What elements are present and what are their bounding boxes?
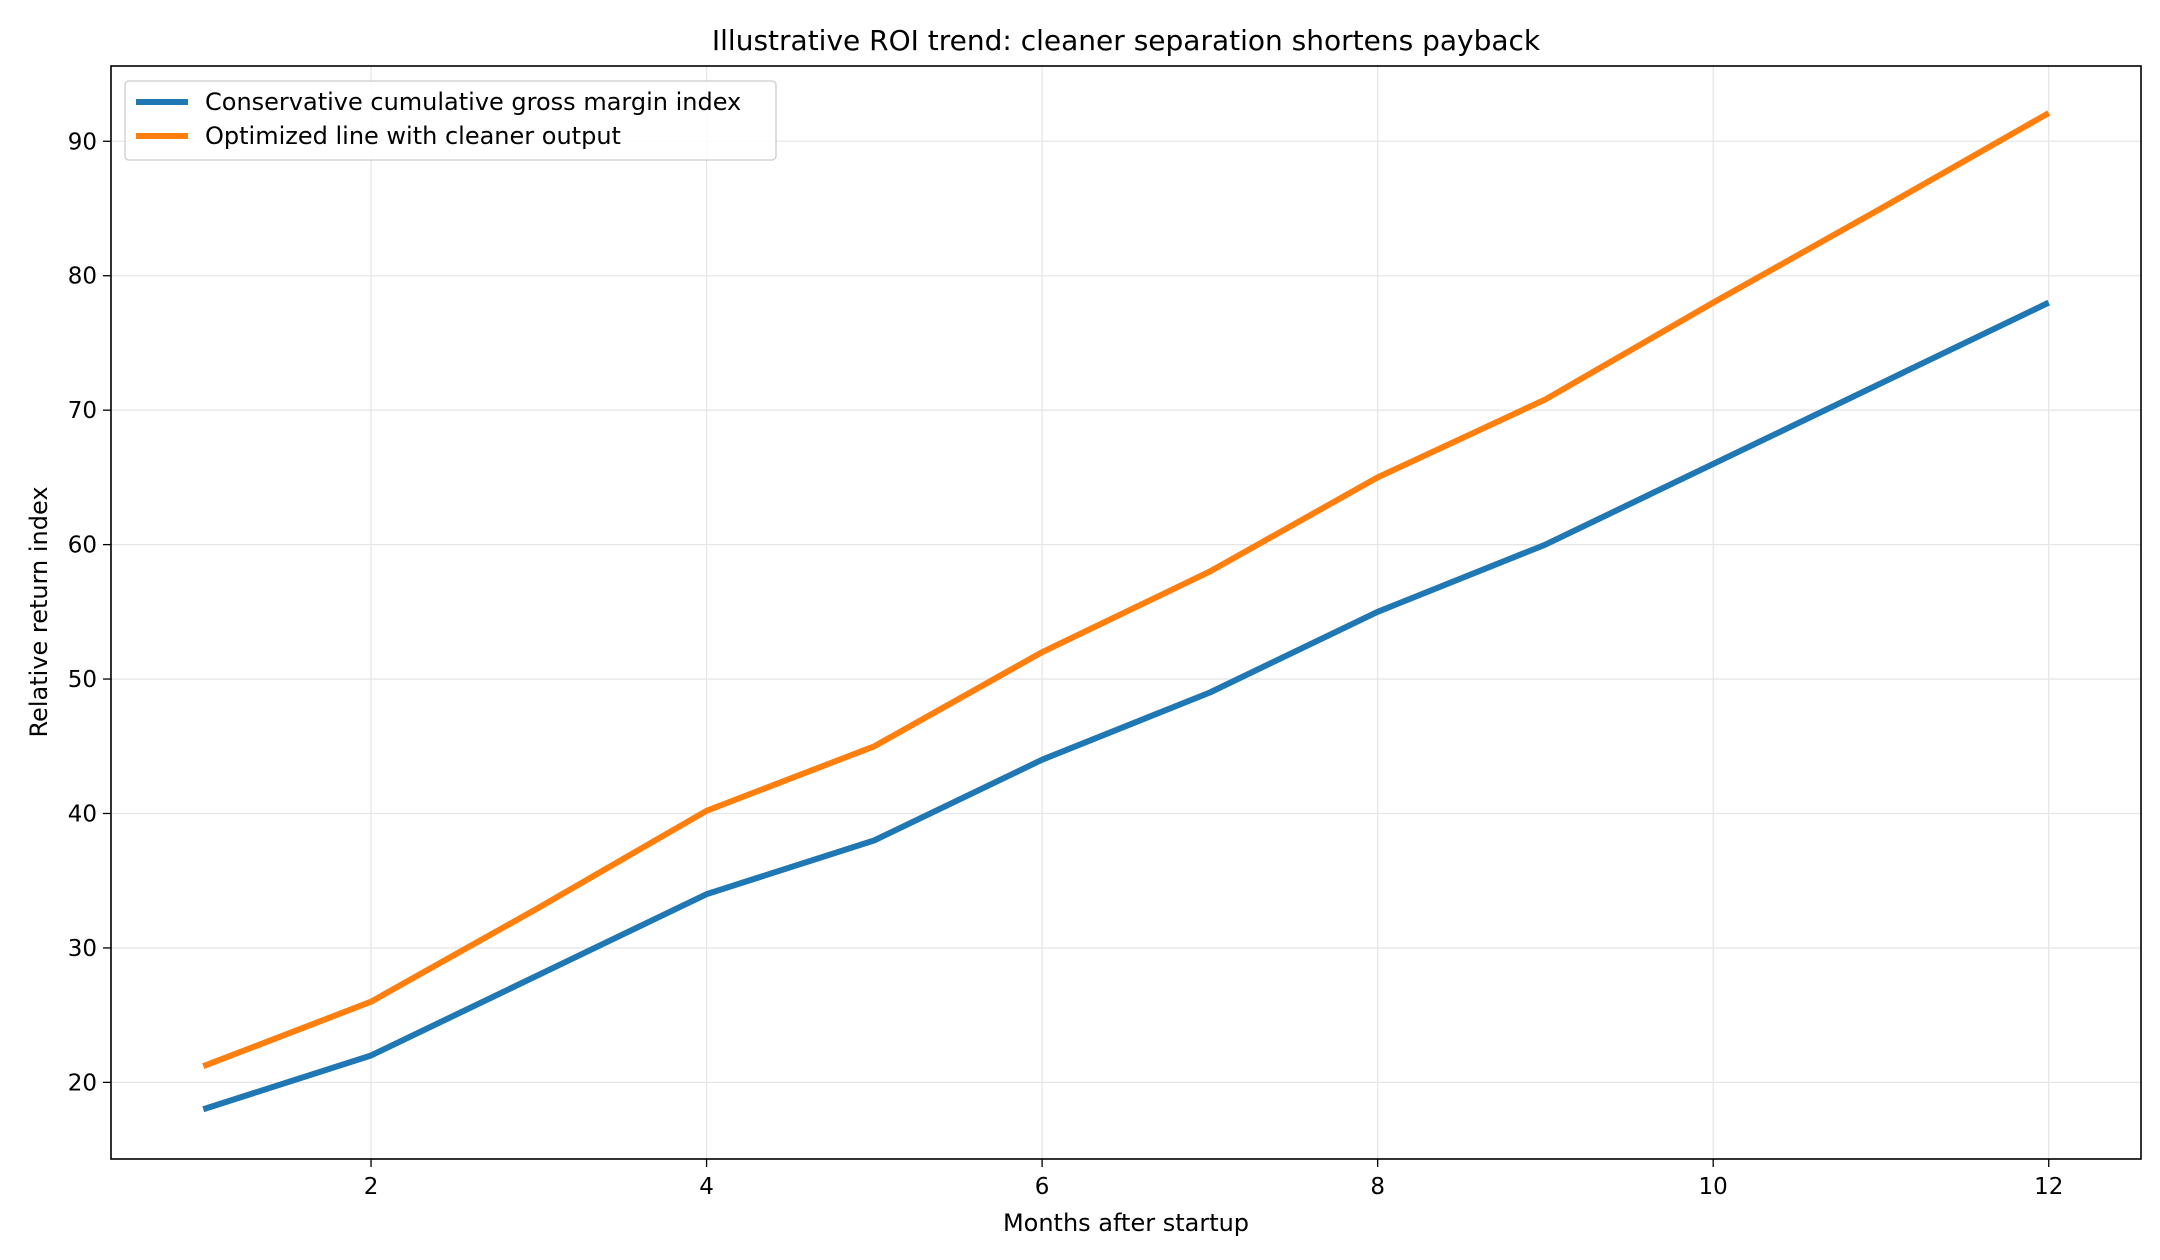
y-tick-label: 20 — [68, 1070, 97, 1096]
x-tick-label: 8 — [1370, 1174, 1385, 1200]
y-tick-label: 80 — [68, 264, 97, 290]
legend: Conservative cumulative gross margin ind… — [124, 80, 777, 161]
y-tick-label: 70 — [68, 398, 97, 424]
y-tick-label: 40 — [68, 801, 97, 827]
x-tick-label: 6 — [1035, 1174, 1050, 1200]
y-tick-label: 90 — [68, 129, 97, 155]
legend-box — [124, 80, 777, 161]
x-tick-label: 12 — [2034, 1174, 2063, 1200]
series-line-optimized — [202, 110, 2051, 1070]
x-axis-label: Months after startup — [1003, 1209, 1249, 1237]
y-tick-label: 60 — [68, 533, 97, 559]
series-lines — [202, 110, 2051, 1113]
series-line-conservative — [202, 299, 2051, 1113]
x-tick-label: 2 — [364, 1174, 379, 1200]
grid-lines — [111, 66, 2141, 1159]
legend-label-conservative: Conservative cumulative gross margin ind… — [205, 88, 741, 116]
axis-ticks: 2 4 6 8 10 12 20 30 40 50 60 70 80 90 — [68, 129, 2064, 1200]
chart-title: Illustrative ROI trend: cleaner separati… — [712, 24, 1541, 57]
x-tick-label: 10 — [1699, 1174, 1728, 1200]
y-tick-label: 30 — [68, 936, 97, 962]
plot-area-frame — [110, 65, 2142, 1160]
y-tick-label: 50 — [68, 667, 97, 693]
x-tick-label: 4 — [699, 1174, 714, 1200]
y-axis-label: Relative return index — [25, 486, 53, 737]
legend-label-optimized: Optimized line with cleaner output — [205, 122, 621, 150]
